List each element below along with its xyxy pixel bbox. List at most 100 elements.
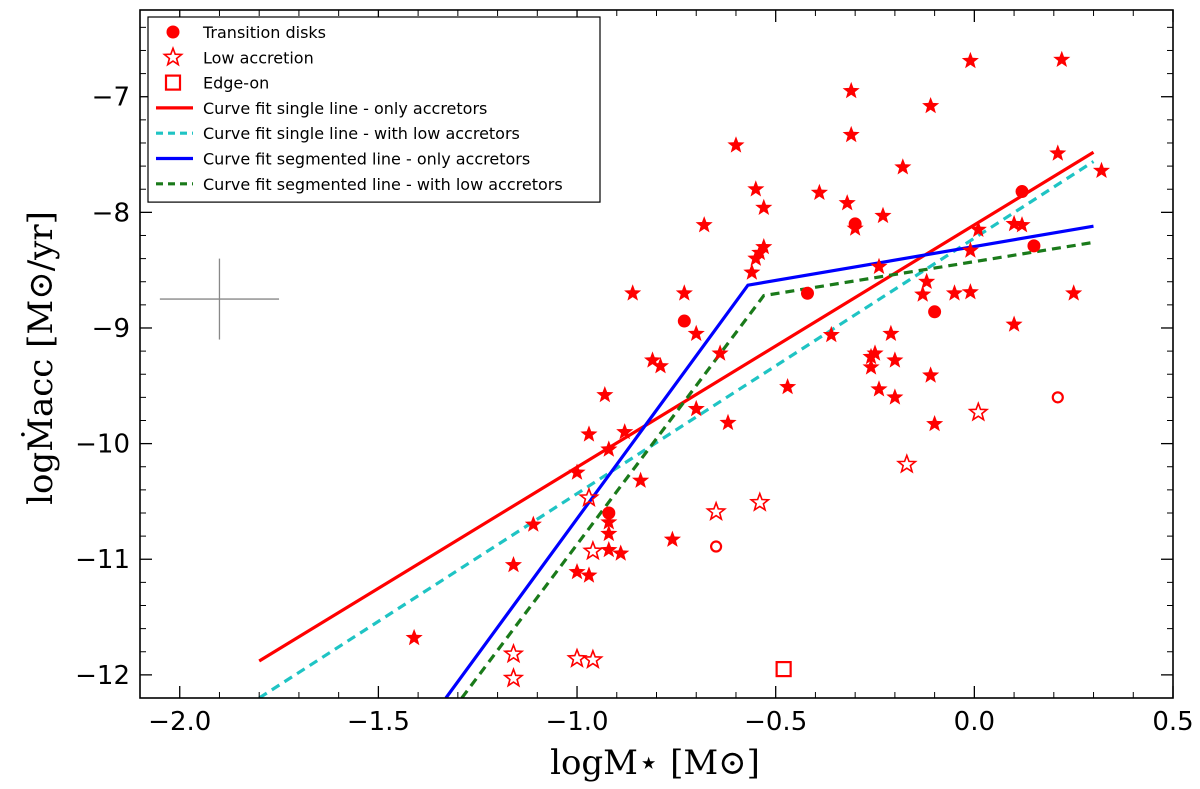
legend-label: Low accretion bbox=[203, 48, 314, 67]
point-filled-star bbox=[862, 358, 880, 375]
y-tick-label: −8 bbox=[92, 198, 130, 228]
x-tick-label: −2.0 bbox=[148, 707, 211, 737]
point-filled-star bbox=[961, 51, 979, 69]
point-open-star bbox=[749, 491, 771, 512]
point-filled-star bbox=[922, 366, 940, 383]
legend-label: Curve fit segmented line - only accretor… bbox=[203, 150, 530, 169]
legend-label: Curve fit segmented line - with low accr… bbox=[203, 175, 563, 194]
point-filled-star bbox=[882, 324, 900, 341]
point-filled-star bbox=[1053, 50, 1071, 67]
legend: Transition disks Low accretion Edge-on Curv… bbox=[147, 16, 601, 203]
point-filled-star bbox=[504, 556, 522, 573]
point-filled-star bbox=[969, 220, 987, 237]
point-open-star bbox=[705, 500, 727, 521]
point-filled-star bbox=[600, 524, 618, 542]
legend-entry: Curve fit segmented line - only accretor… bbox=[156, 150, 530, 169]
point-filled-star bbox=[894, 158, 912, 175]
point-filled-star bbox=[914, 285, 932, 302]
legend-box bbox=[147, 16, 601, 203]
point-open-star bbox=[896, 453, 918, 474]
legend-entry: Curve fit segmented line - with low accr… bbox=[156, 175, 563, 194]
point-filled-star bbox=[755, 238, 773, 255]
point-filled-star bbox=[687, 324, 705, 341]
legend-label: Curve fit single line - only accretors bbox=[203, 99, 487, 118]
point-filled-star bbox=[886, 388, 904, 405]
point-filled-star bbox=[524, 515, 542, 532]
point-filled-star bbox=[580, 425, 598, 442]
point-filled-circle bbox=[677, 314, 691, 328]
point-filled-star bbox=[405, 628, 423, 646]
point-filled-star bbox=[616, 423, 634, 440]
point-filled-star bbox=[695, 216, 713, 233]
fit-line-segmented-only bbox=[444, 224, 1094, 698]
point-filled-star bbox=[961, 241, 979, 258]
point-filled-circle bbox=[602, 506, 616, 520]
point-filled-star bbox=[1065, 284, 1083, 301]
point-open-star bbox=[967, 401, 990, 422]
point-filled-star bbox=[870, 380, 888, 397]
point-filled-star bbox=[886, 351, 904, 368]
point-filled-star bbox=[663, 530, 681, 547]
point-filled-star bbox=[866, 344, 884, 361]
point-open-star bbox=[502, 642, 525, 664]
data-points bbox=[159, 50, 1110, 688]
point-filled-star bbox=[1049, 144, 1067, 161]
x-tick-label: −1.5 bbox=[347, 707, 410, 737]
point-filled-star bbox=[580, 566, 598, 583]
fit-line-segmented-low bbox=[460, 240, 1094, 698]
point-open-star bbox=[502, 667, 525, 688]
point-filled-star bbox=[755, 198, 773, 215]
y-axis-label: logṀacc [M⊙/yr] bbox=[21, 211, 61, 505]
point-filled-star bbox=[1092, 161, 1110, 178]
point-filled-star bbox=[600, 513, 618, 530]
point-filled-circle bbox=[848, 217, 862, 231]
point-filled-star bbox=[743, 263, 761, 280]
legend-entry: Edge-on bbox=[164, 74, 269, 93]
point-filled-star bbox=[612, 544, 630, 561]
point-filled-star bbox=[810, 183, 828, 200]
legend-swatch-open-star bbox=[162, 46, 184, 67]
y-tick-label: −11 bbox=[75, 545, 130, 575]
point-filled-star bbox=[961, 283, 979, 300]
point-filled-star bbox=[727, 136, 745, 153]
point-filled-star bbox=[568, 563, 586, 580]
point-filled-star bbox=[838, 194, 856, 211]
point-filled-star bbox=[568, 463, 586, 480]
legend-label: Edge-on bbox=[203, 74, 269, 93]
point-filled-star bbox=[1005, 315, 1023, 332]
point-open-star bbox=[582, 539, 604, 561]
point-filled-star bbox=[747, 180, 765, 197]
legend-swatch-open-square bbox=[164, 74, 182, 91]
point-filled-circle bbox=[800, 286, 814, 300]
y-tick-label: −10 bbox=[75, 430, 130, 460]
point-open-star bbox=[582, 648, 604, 669]
y-tick-label: −9 bbox=[92, 314, 130, 344]
point-filled-star bbox=[687, 399, 705, 417]
x-tick-label: −0.5 bbox=[744, 707, 807, 737]
x-tick-label: −1.0 bbox=[545, 707, 608, 737]
point-filled-star bbox=[644, 351, 662, 368]
point-filled-star bbox=[624, 284, 642, 301]
legend-label: Transition disks bbox=[202, 23, 326, 42]
point-open-circle bbox=[1051, 391, 1064, 404]
point-filled-star bbox=[842, 81, 860, 99]
y-tick-label: −12 bbox=[75, 661, 130, 691]
point-open-square bbox=[775, 660, 792, 678]
point-open-star bbox=[578, 486, 600, 508]
point-filled-star bbox=[711, 344, 729, 361]
x-tick-label: 0.5 bbox=[1152, 707, 1193, 737]
point-filled-star bbox=[926, 415, 944, 432]
point-filled-star bbox=[922, 97, 940, 114]
point-filled-star bbox=[675, 284, 693, 301]
legend-entry: Curve fit single line - with low accreto… bbox=[156, 124, 520, 143]
point-filled-star bbox=[596, 386, 614, 403]
point-filled-star bbox=[918, 272, 936, 289]
point-filled-star bbox=[651, 357, 669, 374]
fit-lines bbox=[258, 150, 1095, 698]
y-tick-label: −7 bbox=[92, 83, 130, 113]
point-filled-star bbox=[632, 471, 650, 488]
fit-line-single-only bbox=[258, 150, 1095, 663]
axes: −2.0 −1.5 −1.0 −0.5 0.0 0.5 −12 −11 −10 −9 −8 −7 bbox=[75, 9, 1194, 737]
legend-entry: Transition disks bbox=[166, 23, 326, 42]
